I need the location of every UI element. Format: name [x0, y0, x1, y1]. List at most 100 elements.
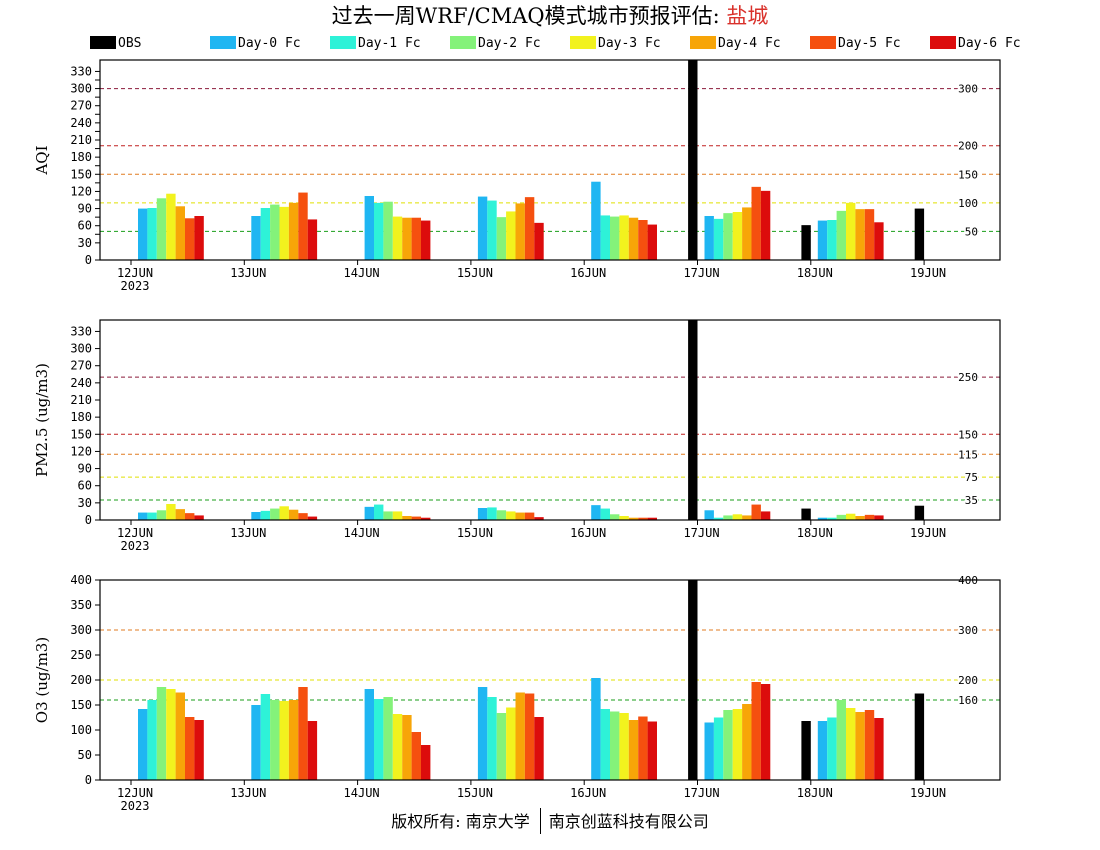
bar-day0 — [364, 196, 374, 260]
bar-obs — [914, 505, 925, 520]
legend-swatch — [930, 36, 956, 49]
bar-day6 — [534, 717, 544, 780]
y-tick-label: 180 — [70, 410, 92, 424]
threshold-label: 100 — [958, 197, 978, 210]
y-tick-label: 240 — [70, 116, 92, 130]
bar-day4 — [855, 209, 865, 260]
bar-day6 — [421, 517, 431, 520]
legend-swatch — [210, 36, 236, 49]
bar-day4 — [175, 692, 185, 780]
legend-swatch — [330, 36, 356, 49]
bar-day4 — [288, 509, 299, 520]
y-tick-label: 270 — [70, 359, 92, 373]
x-tick-label: 18JUN — [797, 786, 833, 800]
bar-day3 — [506, 211, 516, 260]
footer-owner: 版权所有: 南京大学 — [391, 812, 530, 831]
bar-day3 — [619, 516, 629, 520]
bar-day0 — [364, 689, 374, 780]
bar-day3 — [506, 707, 516, 780]
bar-day3 — [619, 713, 629, 780]
bar-day0 — [251, 512, 261, 520]
bar-day4 — [628, 217, 639, 260]
y-tick-label: 0 — [85, 773, 92, 787]
bar-obs — [801, 721, 811, 780]
x-tick-label: 13JUN — [230, 786, 266, 800]
x-tick-label: 15JUN — [457, 786, 493, 800]
bar-day3 — [166, 193, 176, 260]
y-tick-label: 210 — [70, 133, 92, 147]
y-tick-label: 300 — [70, 342, 92, 356]
bar-day4 — [288, 202, 299, 260]
y-tick-label: 0 — [85, 253, 92, 267]
y-tick-label: 350 — [70, 598, 92, 612]
bar-day5 — [864, 710, 875, 780]
bar-day4 — [515, 203, 525, 260]
y-axis-label: O3 (ug/m3) — [33, 637, 51, 723]
bar-day0 — [591, 181, 601, 260]
threshold-label: 160 — [958, 694, 978, 707]
bar-day5 — [524, 197, 535, 260]
bar-day0 — [591, 678, 601, 780]
bar-day5 — [638, 517, 648, 520]
bar-day5 — [638, 716, 648, 780]
bar-day6 — [534, 222, 544, 260]
bar-day0 — [477, 508, 488, 520]
bar-day2 — [156, 510, 167, 520]
bar-day4 — [515, 692, 525, 780]
bar-day6 — [307, 721, 318, 780]
bar-obs — [688, 60, 698, 260]
bar-day6 — [647, 721, 657, 780]
bar-day5 — [751, 682, 761, 780]
x-year-label: 2023 — [121, 539, 150, 553]
bar-day5 — [411, 217, 421, 260]
bar-day4 — [288, 700, 299, 780]
y-tick-label: 150 — [70, 427, 92, 441]
bar-day6 — [307, 219, 318, 260]
bar-day4 — [628, 517, 639, 520]
legend-swatch — [810, 36, 836, 49]
bar-day6 — [760, 511, 771, 520]
y-axis-label: AQI — [33, 145, 51, 175]
legend-swatch — [450, 36, 476, 49]
threshold-label: 200 — [958, 140, 978, 153]
bar-day4 — [515, 512, 525, 520]
bar-day0 — [704, 510, 714, 520]
bar-obs — [801, 225, 811, 260]
bar-day3 — [279, 506, 289, 520]
bar-obs — [914, 693, 925, 780]
bar-day2 — [270, 508, 280, 520]
x-tick-label: 12JUN — [117, 526, 153, 540]
x-tick-label: 14JUN — [344, 266, 380, 280]
y-tick-label: 50 — [78, 748, 92, 762]
bar-day3 — [732, 709, 743, 780]
legend-label: Day-2 Fc — [478, 36, 541, 51]
y-tick-label: 250 — [70, 648, 92, 662]
bar-day1 — [827, 717, 837, 780]
threshold-label: 300 — [958, 624, 978, 637]
legend-label: Day-0 Fc — [238, 36, 301, 51]
y-tick-label: 210 — [70, 393, 92, 407]
threshold-label: 150 — [958, 168, 978, 181]
x-tick-label: 12JUN — [117, 266, 153, 280]
bar-day6 — [421, 745, 431, 780]
y-tick-label: 120 — [70, 184, 92, 198]
x-tick-label: 14JUN — [344, 526, 380, 540]
bar-day3 — [506, 511, 516, 520]
y-tick-label: 400 — [70, 573, 92, 587]
bar-day2 — [383, 697, 393, 780]
threshold-label: 50 — [965, 225, 978, 238]
bar-day3 — [392, 714, 403, 780]
chart-title: 过去一周WRF/CMAQ模式城市预报评估: 盐城 — [0, 2, 1100, 30]
bar-day1 — [487, 507, 497, 520]
bar-day5 — [298, 513, 308, 520]
legend-item-day6: Day-6 Fc — [930, 35, 1021, 53]
bar-day1 — [374, 504, 384, 520]
legend-swatch — [690, 36, 716, 49]
bar-day4 — [855, 516, 865, 520]
bar-day1 — [600, 508, 610, 520]
x-tick-label: 16JUN — [570, 266, 606, 280]
bar-day5 — [524, 693, 535, 780]
y-tick-label: 120 — [70, 444, 92, 458]
bar-day0 — [817, 220, 828, 260]
